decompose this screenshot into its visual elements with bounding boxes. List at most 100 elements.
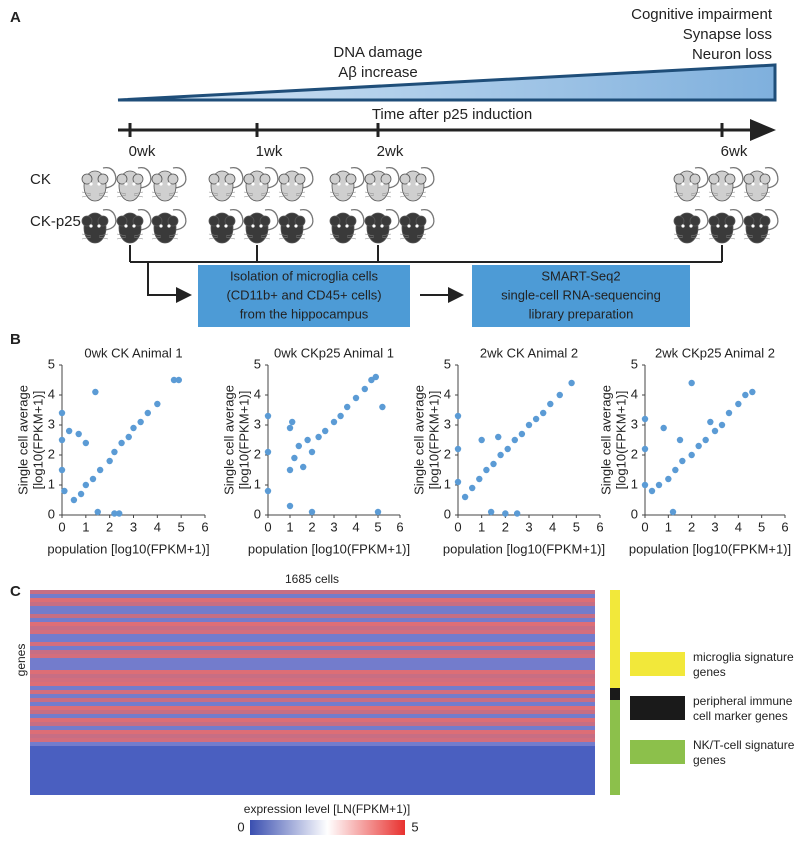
mouse-tail [729,208,744,231]
point [295,442,302,450]
mouse [673,166,709,202]
y-tick-label: 4 [254,386,261,401]
point [676,436,684,444]
x-tick-label: 4 [735,519,742,534]
mouse-ear [132,215,144,227]
mouse [364,166,400,202]
point [702,436,709,444]
mouse-ear [81,215,93,227]
heat-row [30,594,595,598]
heat-row [30,658,595,662]
mouse-eye [159,224,163,228]
mouse-ear [673,173,685,185]
x-tick-label: 1 [82,519,89,534]
mouse [278,166,314,202]
x-tick-label: 2 [308,519,315,534]
heat-row [30,662,595,666]
y-tick-label: 2 [631,446,638,461]
point [454,478,462,486]
point [289,418,296,426]
mouse-ear [364,215,376,227]
point [540,409,547,417]
heat-row [30,686,595,690]
y-tick-label: 1 [48,476,55,491]
mouse-tail [764,166,779,189]
point [669,508,677,516]
early-effect: DNA damage [333,44,422,61]
mouse-eye [345,182,349,186]
heat-row [30,638,595,642]
point [130,424,137,432]
x-tick-label: 0 [454,519,461,534]
mouse-tail [299,166,314,189]
heat-row [30,734,595,738]
legend-label: microglia signature [693,650,794,664]
x-tick-label: 6 [201,519,208,534]
point [490,460,497,468]
mouse-ear [743,215,755,227]
mouse-eye [380,182,384,186]
x-tick-label: 4 [352,519,359,534]
mouse-ear [689,173,701,185]
heat-noise [30,590,595,746]
mouse-whiskers [151,233,179,240]
mouse-whiskers [708,233,736,240]
point [300,463,307,471]
mouse-eye [681,182,685,186]
point [264,412,272,420]
mouse-eye [132,224,136,228]
y-tick-label: 4 [631,386,638,401]
point [75,430,82,438]
point [749,388,756,396]
legend-label: cell marker genes [693,709,788,723]
x-tick-label: 2 [688,519,695,534]
group-label: CK-p25 [30,213,81,230]
mouse-eye [724,224,728,228]
mouse-ear [743,173,755,185]
mouse-whiskers [399,191,427,198]
x-tick-label: 2 [106,519,113,534]
mouse-tail [264,166,279,189]
point [89,475,97,483]
timepoint: 1wk [256,143,283,160]
point [372,373,379,381]
point [511,436,518,444]
mouse-tail [264,208,279,231]
heat-row [30,598,595,602]
mouse-eye [216,182,220,186]
heat-row [30,646,595,650]
mouse-whiskers [243,191,271,198]
mouse-eye [224,182,228,186]
point [77,490,85,498]
mouse-eye [294,182,298,186]
x-tick-label: 6 [781,519,788,534]
mouse-ear [724,173,736,185]
mouse [81,166,117,202]
point [547,400,554,408]
y-tick-label: 3 [254,416,261,431]
mouse-tail [299,208,314,231]
x-tick-label: 0 [641,519,648,534]
mouse-ear [380,173,392,185]
chart-title: 0wk CKp25 Animal 1 [274,345,394,360]
x-axis-label: population [log10(FPKM+1)] [248,541,410,556]
point [742,391,749,399]
outcome: Neuron loss [692,46,772,63]
mouse-ear [329,215,341,227]
chart-title: 0wk CK Animal 1 [84,345,182,360]
mouse-whiskers [278,233,306,240]
point [308,508,316,516]
legend-swatch [630,652,685,676]
point [487,508,495,516]
point [337,412,344,420]
point [330,418,338,426]
heat-row [30,642,595,646]
mouse-ear [224,215,236,227]
mouse-whiskers [208,233,236,240]
step-text: library preparation [529,306,634,321]
legend-swatch [630,740,685,764]
mouse-tail [694,208,709,231]
mouse-ear [380,215,392,227]
x-tick-label: 4 [549,519,556,534]
y-tick-label: 4 [444,386,451,401]
